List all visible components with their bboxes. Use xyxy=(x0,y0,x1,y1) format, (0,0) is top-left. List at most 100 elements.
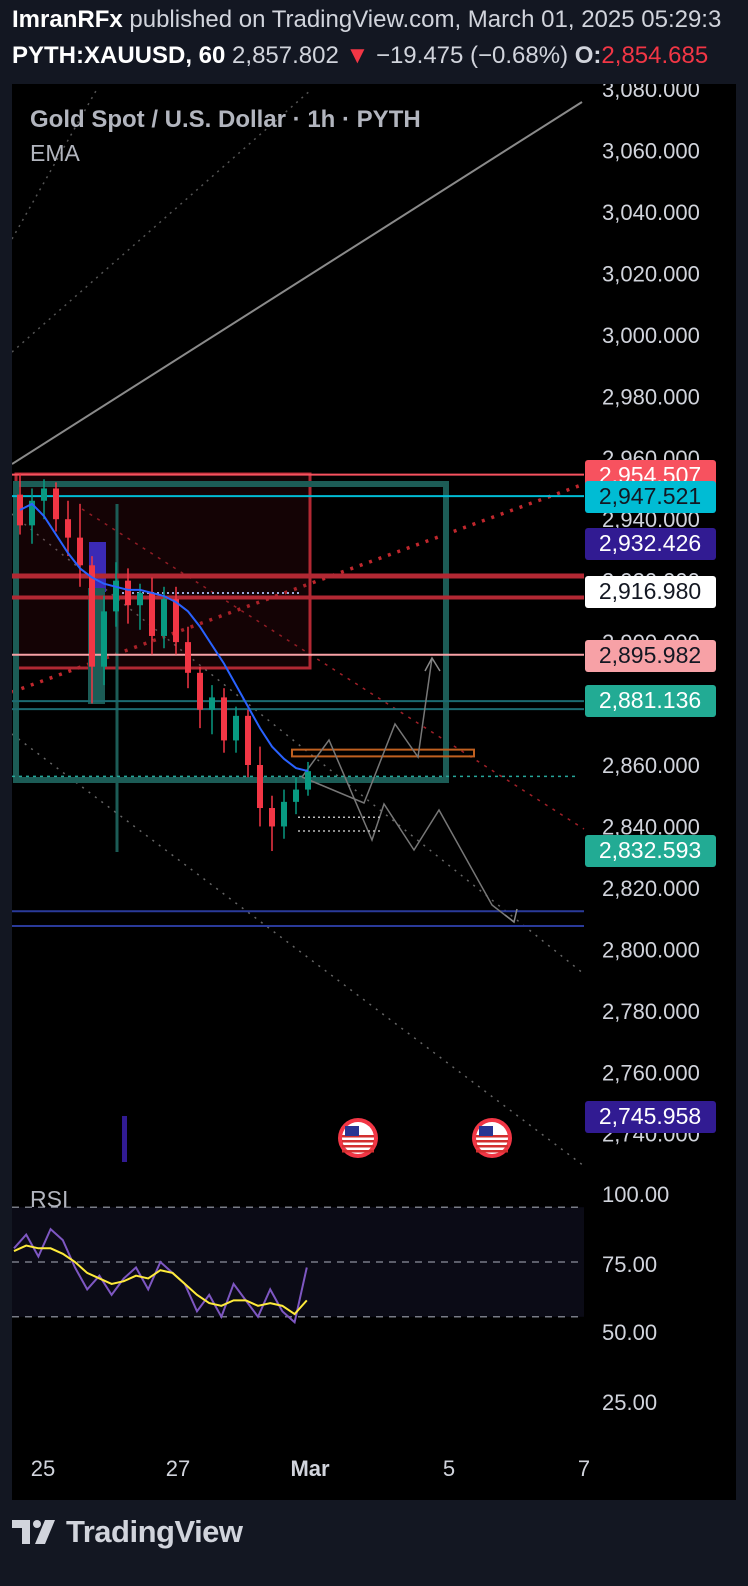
price-tick-label: 3,060.000 xyxy=(602,139,700,164)
candle-body xyxy=(233,715,239,741)
us-flag-canton xyxy=(345,1126,359,1136)
candle-body xyxy=(281,801,287,827)
price-tag-box xyxy=(585,1101,716,1133)
price-tag-label: 2,947.521 xyxy=(599,483,701,509)
rsi-legend[interactable]: RSI xyxy=(30,1186,69,1212)
price-tag-box xyxy=(585,685,716,717)
price-tick-label: 3,040.000 xyxy=(602,200,700,225)
chart-header: ImranRFx published on TradingView.com, M… xyxy=(0,0,748,84)
projection-down-path xyxy=(301,738,515,923)
time-tick-label: 25 xyxy=(31,1456,55,1481)
tradingview-logo-icon xyxy=(12,1520,55,1544)
price-tick-label: 2,860.000 xyxy=(602,753,700,778)
price-tag-label: 2,881.136 xyxy=(599,687,701,713)
candle-body xyxy=(65,519,71,538)
price-tick-label: 3,000.000 xyxy=(602,323,700,348)
us-flag-stripe xyxy=(342,1140,374,1143)
dotted-line-1 xyxy=(12,88,98,240)
candle-body xyxy=(89,565,95,667)
ema-line xyxy=(19,502,309,773)
candle-body xyxy=(209,697,215,710)
trendline-upper xyxy=(12,101,583,465)
candle-body xyxy=(113,580,119,612)
rsi-ma-line xyxy=(13,1244,308,1316)
price-tag-box xyxy=(585,576,716,608)
us-flag-stripe xyxy=(342,1145,374,1148)
open-label: O: xyxy=(574,42,602,69)
supply-zone-box xyxy=(14,472,312,670)
candle-body xyxy=(173,599,179,643)
projection-up-path xyxy=(301,657,433,804)
tradingview-brand: TradingView xyxy=(66,1514,243,1549)
candle-body xyxy=(101,611,107,667)
us-flag-stripe xyxy=(476,1145,508,1148)
price-tag-box xyxy=(585,835,716,867)
candle-body xyxy=(137,592,143,606)
price-tick-label: 2,760.000 xyxy=(602,1060,700,1085)
author-name[interactable]: ImranRFx xyxy=(12,6,123,33)
price-tag-label: 2,745.958 xyxy=(599,1103,701,1129)
candle-body xyxy=(197,672,203,710)
price-tick-label: 2,820.000 xyxy=(602,876,700,901)
publish-info: ImranRFx published on TradingView.com, M… xyxy=(12,6,721,34)
time-tick-label: 27 xyxy=(166,1456,190,1481)
red-dotted-trendline xyxy=(12,482,585,694)
candle-body xyxy=(29,500,35,526)
rsi-tick-label: 50.00 xyxy=(602,1320,657,1345)
price-tick-label: 3,080.000 xyxy=(602,84,700,102)
published-text: published on TradingView.com, March 01, … xyxy=(122,6,722,33)
price-tag-label: 2,895.982 xyxy=(599,642,701,668)
rsi-tick-label: 25.00 xyxy=(602,1390,657,1415)
price-tag-label: 2,832.593 xyxy=(599,837,701,863)
us-flag-event-icon xyxy=(472,1118,512,1158)
price-tick-label: 3,020.000 xyxy=(602,261,700,286)
us-flag-stripe xyxy=(342,1135,374,1138)
price-tag-label: 2,932.426 xyxy=(599,530,701,556)
price-tick-label: 2,800.000 xyxy=(602,937,700,962)
candle-body xyxy=(245,715,251,765)
time-tick-label: 5 xyxy=(443,1456,455,1481)
candle-body xyxy=(269,808,275,827)
price-tag-box xyxy=(585,640,716,672)
price-tag-box xyxy=(585,481,716,513)
candle-body xyxy=(77,537,83,566)
time-tick-label: Mar xyxy=(290,1456,330,1481)
us-flag-stripe xyxy=(476,1150,508,1153)
tradingview-logo[interactable]: TradingView xyxy=(12,1514,243,1550)
chart-area[interactable]: 2,740.000 2,760.000 2,780.000 2,800.000 2,82… xyxy=(12,84,736,1500)
time-tick-label: 7 xyxy=(578,1456,590,1481)
us-flag-canton xyxy=(479,1126,493,1136)
candle-body xyxy=(125,580,131,606)
rsi-line xyxy=(13,1227,308,1325)
purple-marker xyxy=(122,1116,127,1162)
candle-body xyxy=(293,789,299,802)
symbol-name[interactable]: PYTH:XAUUSD, 60 xyxy=(12,42,226,69)
us-flag-stripe xyxy=(476,1135,508,1138)
red-channel-line xyxy=(81,508,585,830)
down-arrow-icon: ▼ xyxy=(345,42,370,69)
candle-body xyxy=(149,592,155,636)
us-flag-stripe xyxy=(476,1140,508,1143)
up-arrow-head-icon xyxy=(424,656,441,672)
symbol-quote: PYTH:XAUUSD, 60 2,857.802 ▼ −19.475 (−0.… xyxy=(12,42,708,70)
teal-range-box xyxy=(13,481,449,783)
price-tag-label: 2,916.980 xyxy=(599,578,701,604)
footer: TradingView xyxy=(0,1500,748,1586)
candle-body xyxy=(305,771,311,790)
us-flag-stripe xyxy=(342,1150,374,1153)
chart-legend-title[interactable]: Gold Spot / U.S. Dollar · 1h · PYTH xyxy=(30,106,421,133)
us-flag-event-icon xyxy=(338,1118,378,1158)
chart-canvas[interactable]: 2,740.0002,760.0002,780.0002,800.0002,82… xyxy=(12,84,736,1500)
candle-body xyxy=(185,642,191,673)
ema-legend[interactable]: EMA xyxy=(30,140,80,166)
rsi-tick-label: 100.00 xyxy=(602,1182,669,1207)
price-tag-box xyxy=(585,528,716,560)
candle-body xyxy=(53,488,59,520)
candle-body xyxy=(257,765,263,809)
price-change: −19.475 (−0.68%) xyxy=(375,42,569,69)
candle-body xyxy=(41,488,47,501)
price-tick-label: 2,980.000 xyxy=(602,384,700,409)
last-price: 2,857.802 xyxy=(232,42,339,69)
open-value: 2,854.685 xyxy=(601,42,709,69)
down-arrow-head-icon xyxy=(504,908,518,924)
